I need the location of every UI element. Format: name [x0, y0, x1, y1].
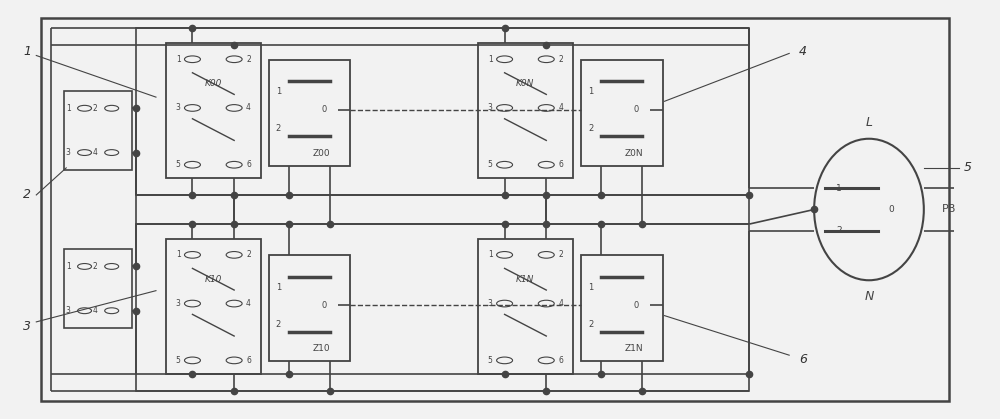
- Bar: [581, 255, 663, 362]
- Text: 0: 0: [634, 301, 639, 310]
- Text: 2: 2: [558, 251, 563, 259]
- Text: 2: 2: [588, 124, 593, 133]
- Bar: [478, 43, 573, 178]
- Text: 5: 5: [488, 356, 493, 365]
- Text: 5: 5: [176, 356, 180, 365]
- Text: K1N: K1N: [516, 275, 535, 284]
- Bar: [166, 239, 261, 374]
- Text: 1: 1: [488, 55, 493, 64]
- Text: 3: 3: [66, 148, 71, 157]
- Text: 2: 2: [276, 124, 281, 133]
- Text: 1: 1: [588, 87, 593, 96]
- Text: 1: 1: [588, 283, 593, 292]
- Bar: [136, 224, 749, 391]
- Text: 1: 1: [488, 251, 493, 259]
- Text: 2: 2: [588, 320, 593, 329]
- Bar: [64, 249, 132, 328]
- Text: 2: 2: [558, 55, 563, 64]
- Text: 1: 1: [176, 55, 180, 64]
- Text: K00: K00: [205, 79, 222, 88]
- Text: 6: 6: [799, 353, 807, 366]
- Bar: [581, 59, 663, 166]
- Text: Z1N: Z1N: [625, 344, 643, 353]
- Text: 6: 6: [558, 160, 563, 169]
- Text: 1: 1: [66, 104, 71, 113]
- Text: 3: 3: [176, 299, 180, 308]
- Text: 2: 2: [23, 189, 31, 202]
- Text: 4: 4: [799, 45, 807, 58]
- Bar: [478, 239, 573, 374]
- Text: 4: 4: [93, 148, 98, 157]
- Text: Z0N: Z0N: [625, 149, 643, 158]
- Text: 2: 2: [246, 251, 251, 259]
- Text: 4: 4: [93, 306, 98, 315]
- Text: 5: 5: [488, 160, 493, 169]
- Text: 6: 6: [558, 356, 563, 365]
- Text: 3: 3: [176, 103, 180, 112]
- Text: 1: 1: [176, 251, 180, 259]
- Text: K10: K10: [205, 275, 222, 284]
- Text: 1: 1: [66, 262, 71, 271]
- Text: 2: 2: [93, 104, 98, 113]
- Text: 4: 4: [246, 299, 251, 308]
- Text: 1: 1: [23, 45, 31, 58]
- Text: 3: 3: [66, 306, 71, 315]
- Text: Z00: Z00: [313, 149, 331, 158]
- Text: 3: 3: [488, 299, 493, 308]
- Text: 2: 2: [276, 320, 281, 329]
- Text: 4: 4: [558, 299, 563, 308]
- Bar: [64, 91, 132, 170]
- Text: 2: 2: [93, 262, 98, 271]
- Text: 0: 0: [322, 301, 327, 310]
- Bar: [136, 28, 749, 195]
- Bar: [269, 255, 350, 362]
- Bar: [166, 43, 261, 178]
- Text: 2: 2: [246, 55, 251, 64]
- Text: 5: 5: [176, 160, 180, 169]
- Text: PB: PB: [942, 204, 956, 215]
- Text: 5: 5: [964, 161, 972, 174]
- Text: K0N: K0N: [516, 79, 535, 88]
- Text: N: N: [864, 290, 874, 303]
- Text: 1: 1: [836, 184, 842, 193]
- Text: 1: 1: [276, 87, 281, 96]
- Text: 3: 3: [23, 320, 31, 333]
- Bar: [269, 59, 350, 166]
- Text: 3: 3: [488, 103, 493, 112]
- Text: 0: 0: [634, 105, 639, 114]
- Text: L: L: [865, 116, 872, 129]
- Text: 4: 4: [246, 103, 251, 112]
- Text: 0: 0: [888, 205, 894, 214]
- Text: 1: 1: [276, 283, 281, 292]
- Text: 6: 6: [246, 356, 251, 365]
- Text: 0: 0: [322, 105, 327, 114]
- Text: 6: 6: [246, 160, 251, 169]
- Text: 2: 2: [836, 226, 842, 235]
- Text: 4: 4: [558, 103, 563, 112]
- Text: Z10: Z10: [313, 344, 331, 353]
